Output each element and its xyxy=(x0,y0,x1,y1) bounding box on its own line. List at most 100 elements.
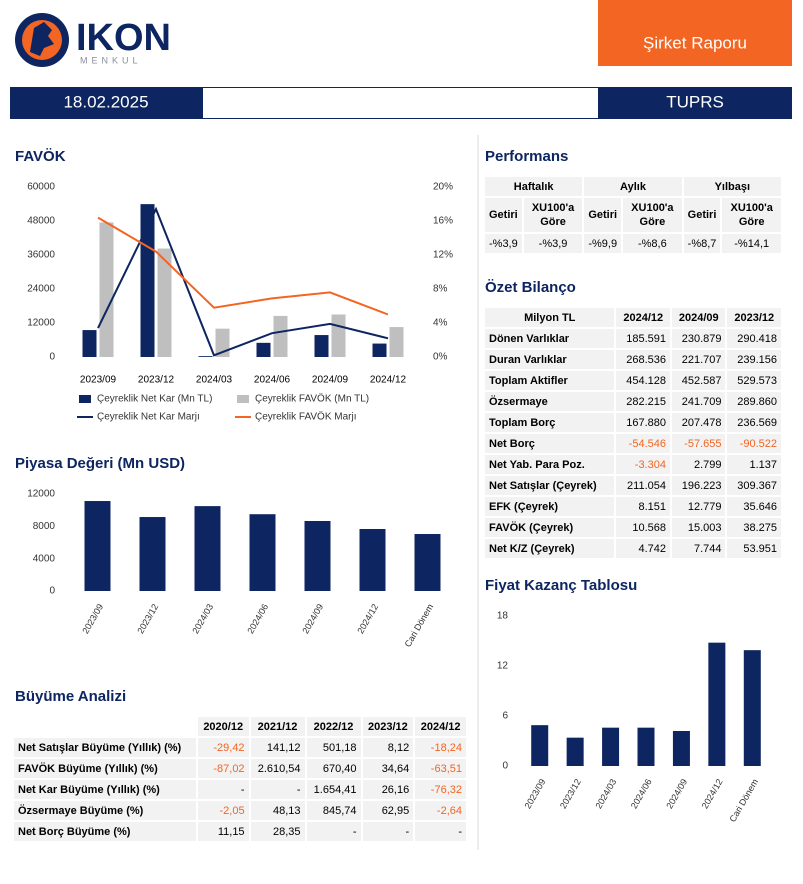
x-tick-label: 2023/12 xyxy=(138,375,175,386)
bar xyxy=(566,737,584,766)
bar xyxy=(372,343,387,357)
bar xyxy=(708,642,726,766)
row-label: Özsermaye Büyüme (%) xyxy=(14,801,196,820)
row-label: EFK (Çeyrek) xyxy=(485,497,615,516)
cell: - xyxy=(362,822,414,841)
date-box xyxy=(10,87,203,119)
bar xyxy=(389,327,404,357)
data-row: Özsermaye 282.215 241.709 289.860 xyxy=(485,392,781,411)
y2-tick-label: 4% xyxy=(433,318,448,329)
y-tick-label: 12 xyxy=(497,661,509,672)
cell: 28,35 xyxy=(250,822,305,841)
x-tick-label: 2024/09 xyxy=(312,375,349,386)
cell: 10.568 xyxy=(616,518,670,537)
cell: 290.418 xyxy=(727,329,781,348)
y-tick-label: 12000 xyxy=(27,318,55,329)
cell: 309.367 xyxy=(727,476,781,495)
row-label: Toplam Borç xyxy=(485,413,615,432)
cell: 207.478 xyxy=(671,413,726,432)
x-tick-label: Cari Dönem xyxy=(727,777,760,824)
header-cell: 2024/12 xyxy=(415,717,466,736)
cell: 1.654,41 xyxy=(306,780,361,799)
header-cell xyxy=(14,717,196,736)
data-row: Net Borç -54.546 -57.655 -90.522 xyxy=(485,434,781,453)
report-type: Şirket Raporu xyxy=(643,33,747,52)
cell: 185.591 xyxy=(616,329,670,348)
row-label: Net Satışlar Büyüme (Yıllık) (%) xyxy=(14,738,196,757)
cell: 2.799 xyxy=(671,455,726,474)
cell: 4.742 xyxy=(616,539,670,558)
legend-label: Çeyreklik FAVÖK Marjı xyxy=(255,411,357,423)
y2-tick-label: 12% xyxy=(433,250,453,261)
line xyxy=(97,216,389,316)
bar xyxy=(273,315,288,357)
cell: 289.860 xyxy=(727,392,781,411)
y-tick-label: 0 xyxy=(49,586,55,597)
cell: 241.709 xyxy=(671,392,726,411)
report-banner xyxy=(598,0,792,66)
header-cell: 2023/12 xyxy=(362,717,414,736)
column-header: XU100'a Göre xyxy=(523,198,583,232)
header-cell: 2020/12 xyxy=(197,717,249,736)
bar xyxy=(157,248,172,357)
row-label: Net K/Z (Çeyrek) xyxy=(485,539,615,558)
data-row: EFK (Çeyrek) 8.151 12.779 35.646 xyxy=(485,497,781,516)
bar xyxy=(531,725,549,766)
section-title: Büyüme Analizi xyxy=(15,688,126,705)
cell: -%9,9 xyxy=(584,234,622,253)
cell: 62,95 xyxy=(362,801,414,820)
x-tick-label: 2024/06 xyxy=(629,777,654,810)
x-tick-label: 2023/12 xyxy=(558,777,583,810)
cell: -%8,7 xyxy=(683,234,721,253)
data-row: Net Satışlar (Çeyrek) 211.054 196.223 309.3… xyxy=(485,476,781,495)
cell: -54.546 xyxy=(616,434,670,453)
header-row: Haftalık Aylık Yılbaşı xyxy=(485,177,781,196)
legend-label: Çeyreklik Net Kar (Mn TL) xyxy=(97,394,212,405)
x-tick-label: 2023/09 xyxy=(80,375,117,386)
logo-subtext: MENKUL xyxy=(80,55,142,65)
x-tick-label: 2023/09 xyxy=(80,602,105,635)
data-row: FAVÖK (Çeyrek) 10.568 15.003 38.275 xyxy=(485,518,781,537)
cell: 15.003 xyxy=(671,518,726,537)
data-row: Dönen Varlıklar 185.591 230.879 290.418 xyxy=(485,329,781,348)
legend-swatch xyxy=(79,395,91,403)
x-tick-label: 2023/12 xyxy=(135,602,160,635)
row-label: Net Borç Büyüme (%) xyxy=(14,822,196,841)
cell: 26,16 xyxy=(362,780,414,799)
logo-text: IKON xyxy=(76,17,171,59)
column-header: XU100'a Göre xyxy=(623,198,682,232)
row-label: Dönen Varlıklar xyxy=(485,329,615,348)
x-tick-label: 2024/12 xyxy=(370,375,407,386)
cell: 2.610,54 xyxy=(250,759,305,778)
y-tick-label: 4000 xyxy=(33,553,56,564)
cell: 167.880 xyxy=(616,413,670,432)
header-cell: Milyon TL xyxy=(485,308,615,327)
report-date: 18.02.2025 xyxy=(63,92,148,111)
data-row: -%3,9 -%3,9 -%9,9 -%8,6 -%8,7 -%14,1 xyxy=(485,234,781,253)
cell: 34,64 xyxy=(362,759,414,778)
y2-tick-label: 20% xyxy=(433,182,453,193)
data-row: FAVÖK Büyüme (Yıllık) (%) -87,02 2.610,54 6… xyxy=(14,759,466,778)
cell: -%14,1 xyxy=(722,234,781,253)
header-cell: 2024/09 xyxy=(671,308,726,327)
bar xyxy=(602,727,620,766)
cell: 529.573 xyxy=(727,371,781,390)
x-tick-label: 2024/12 xyxy=(355,602,380,635)
row-label: FAVÖK (Çeyrek) xyxy=(485,518,615,537)
bar xyxy=(743,650,761,766)
data-row: Net Satışlar Büyüme (Yıllık) (%) -29,42 14… xyxy=(14,738,466,757)
y-tick-label: 0 xyxy=(502,761,508,772)
header-row: Getiri XU100'a Göre Getiri XU100'a Göre Geti… xyxy=(485,198,781,232)
x-tick-label: 2024/03 xyxy=(190,602,215,635)
section-title: Fiyat Kazanç Tablosu xyxy=(485,577,637,594)
data-row: Özsermaye Büyüme (%) -2,05 48,13 845,74 62,9… xyxy=(14,801,466,820)
row-label: FAVÖK Büyüme (Yıllık) (%) xyxy=(14,759,196,778)
data-row: Duran Varlıklar 268.536 221.707 239.156 xyxy=(485,350,781,369)
row-label: Toplam Aktifler xyxy=(485,371,615,390)
cell: -57.655 xyxy=(671,434,726,453)
cell: 196.223 xyxy=(671,476,726,495)
cell: -76,32 xyxy=(415,780,466,799)
bar xyxy=(331,314,346,357)
section-title: Performans xyxy=(485,148,568,165)
